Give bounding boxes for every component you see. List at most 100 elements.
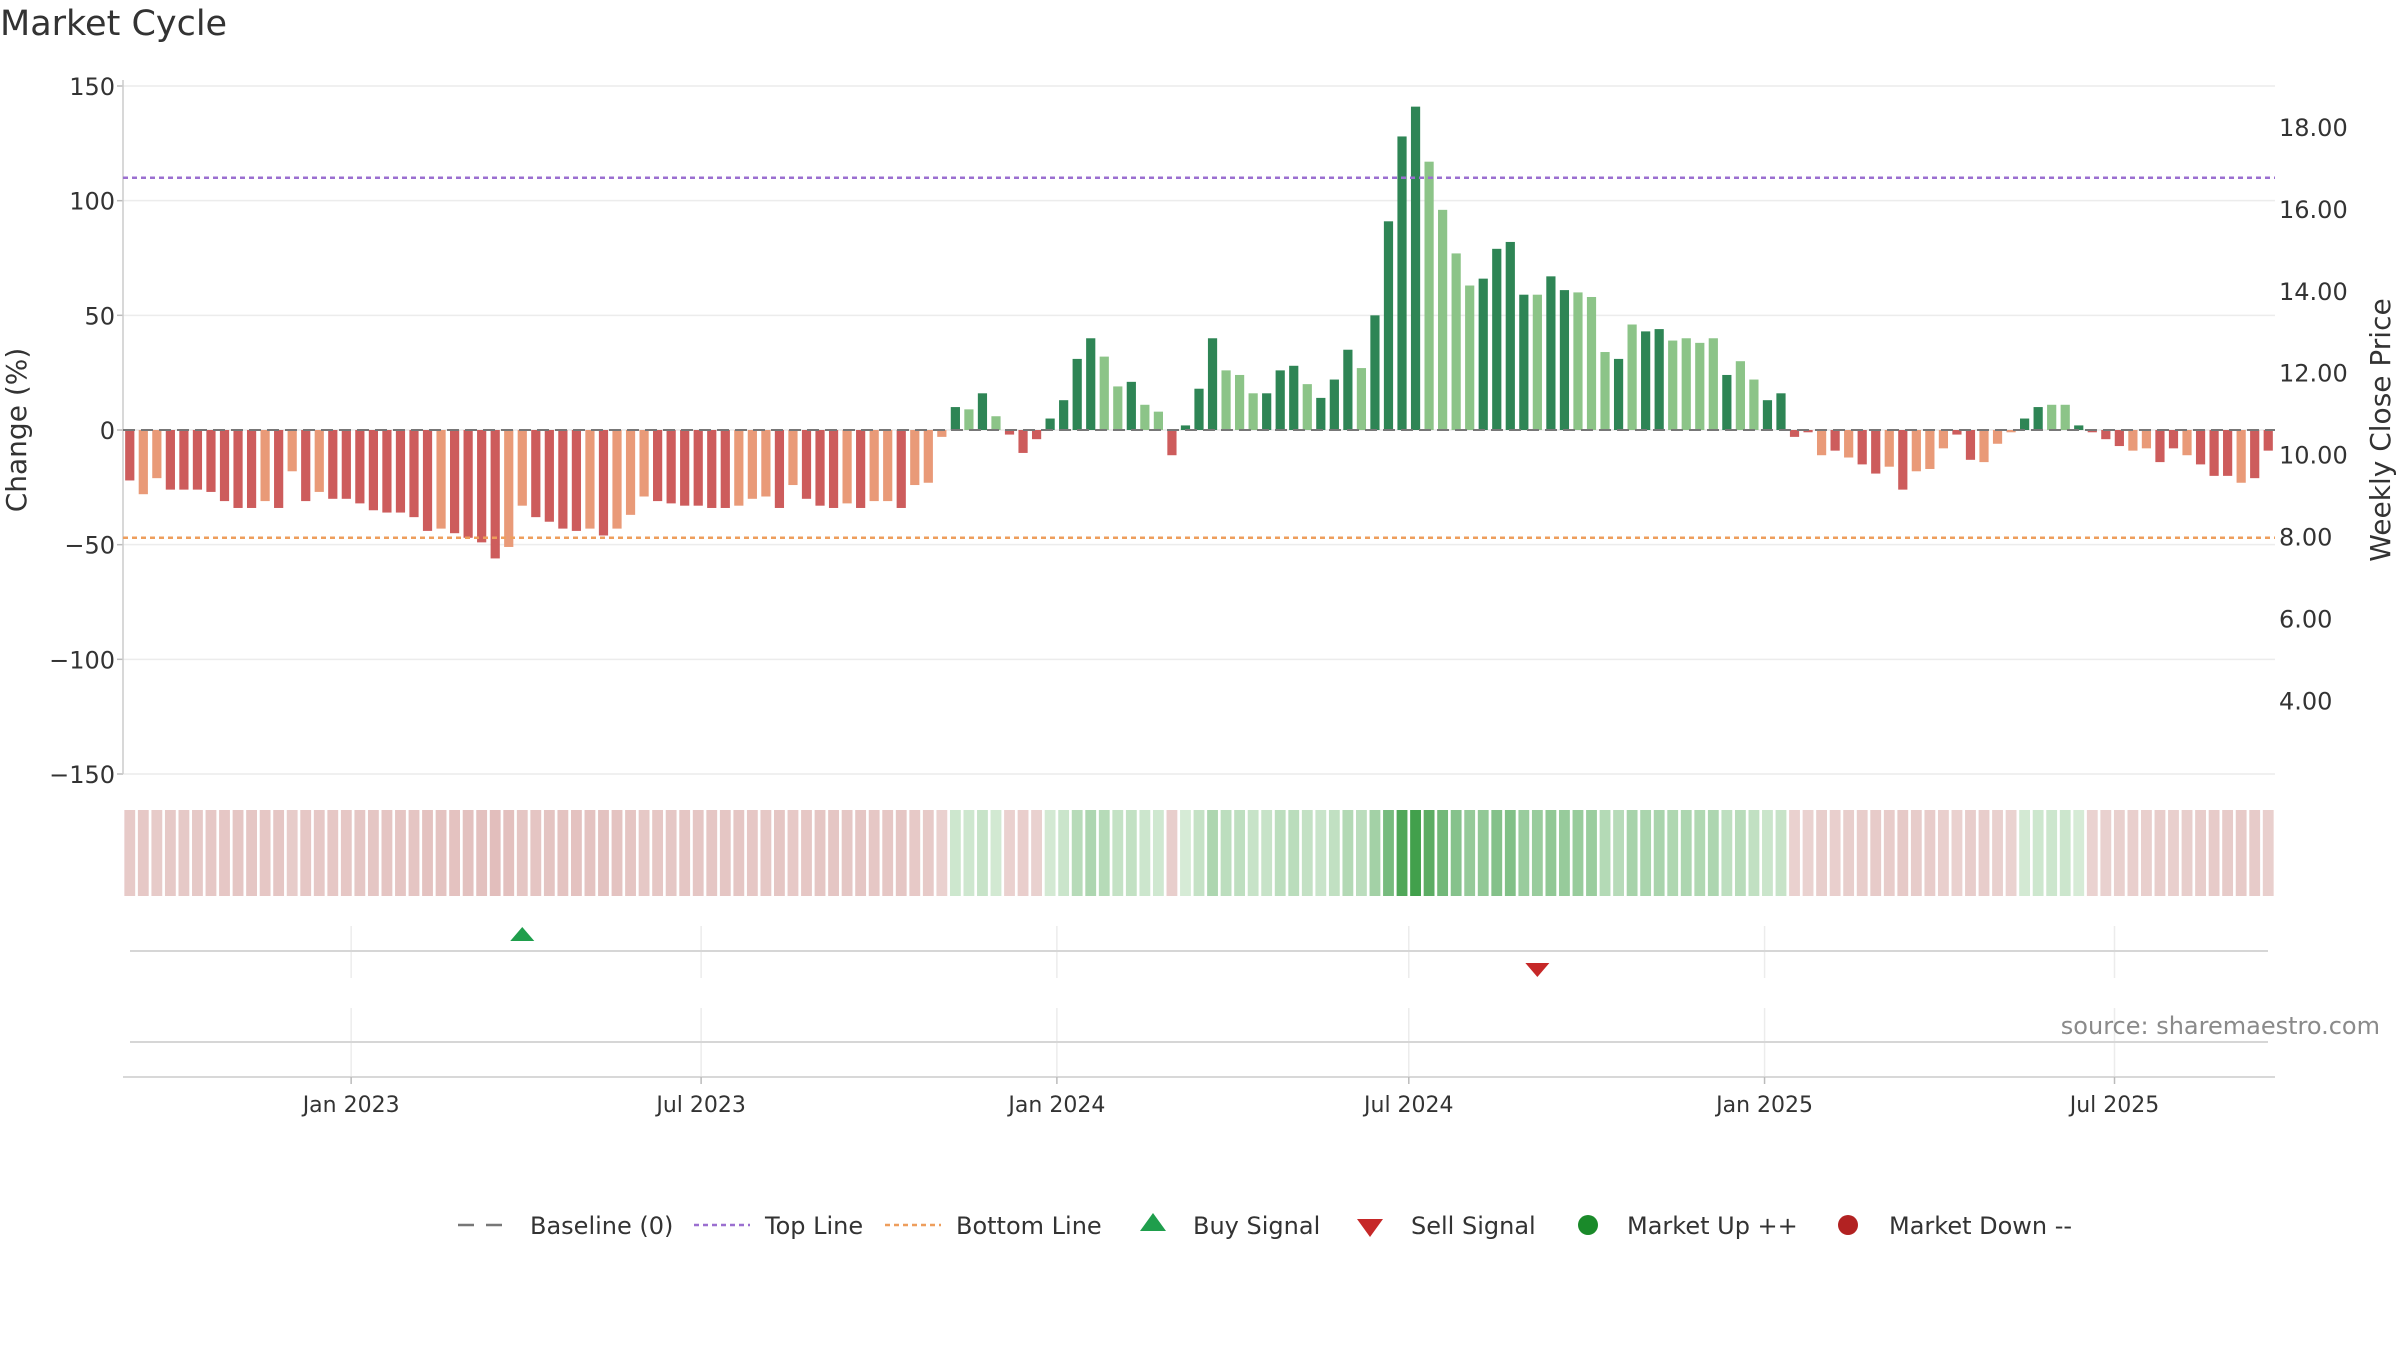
heat-cell [1586, 810, 1597, 896]
bar [761, 430, 771, 497]
bar [2074, 425, 2084, 430]
y2-tick-label: 10.00 [2279, 442, 2348, 470]
heat-cell [1437, 810, 1449, 896]
bar [1898, 430, 1908, 490]
heat-cell [1816, 810, 1828, 896]
heat-cell [1044, 810, 1056, 896]
bar [1816, 430, 1827, 456]
y-tick-label: 0 [100, 417, 115, 445]
bar [1059, 400, 1069, 430]
bar [2141, 430, 2152, 449]
heat-cell [936, 810, 948, 896]
bar [1627, 324, 1637, 430]
heat-cell [1085, 810, 1097, 896]
bar [639, 430, 649, 497]
heat-cell [1491, 810, 1503, 896]
heat-cell [489, 810, 501, 896]
bar [653, 430, 663, 502]
bar [477, 430, 487, 543]
heat-cell [855, 810, 867, 896]
bar [179, 430, 189, 490]
y2-tick-label: 4.00 [2279, 687, 2332, 715]
bar [2020, 418, 2030, 430]
bar [856, 430, 866, 508]
heat-cell [2168, 810, 2179, 896]
heat-cell [963, 810, 975, 896]
bar [246, 430, 257, 508]
bar [422, 430, 433, 531]
heat-cell [1883, 810, 1895, 896]
heat-cell [746, 810, 758, 896]
heat-cell [1180, 810, 1191, 896]
heat-cell [1071, 810, 1083, 896]
bar [1451, 253, 1461, 430]
bar [1532, 294, 1542, 430]
heat-cell [1207, 810, 1218, 896]
bar [964, 409, 974, 430]
heat-cell [1613, 810, 1624, 896]
bar [625, 430, 636, 515]
bar [1343, 349, 1353, 430]
bar [1356, 368, 1367, 430]
legend-label: Baseline (0) [530, 1212, 673, 1240]
heat-cell [611, 810, 623, 896]
heat-cell [1992, 810, 2003, 896]
heat-cell [1125, 810, 1137, 896]
heat-cell [828, 810, 839, 896]
heat-cell [1626, 810, 1638, 896]
bar [977, 393, 988, 430]
bar [1695, 342, 1705, 430]
heat-cell [570, 810, 582, 896]
bar [923, 430, 933, 483]
bar [125, 430, 135, 481]
bar [301, 430, 311, 502]
heat-cell [719, 810, 731, 896]
heat-cell [2154, 810, 2166, 896]
heat-cell [1531, 810, 1543, 896]
y2-tick-label: 14.00 [2279, 278, 2348, 306]
heat-cell [868, 810, 880, 896]
y2-tick-label: 6.00 [2279, 605, 2332, 633]
heat-cell [2046, 810, 2058, 896]
bar [1708, 338, 1718, 430]
bar [1072, 358, 1082, 430]
heat-cell [990, 810, 1002, 896]
heat-cell [246, 810, 257, 896]
bar [2128, 430, 2138, 451]
bar [395, 430, 406, 513]
bar [1478, 278, 1488, 430]
source-label: source: sharemaestro.com [2060, 1012, 2380, 1040]
heat-cell [381, 810, 393, 896]
bar [2006, 430, 2016, 433]
bar [1018, 430, 1028, 453]
heat-cell [2059, 810, 2071, 896]
heat-cell [1856, 810, 1868, 896]
y2-tick-label: 18.00 [2279, 114, 2348, 142]
bar [1952, 430, 1962, 435]
legend-label: Market Up ++ [1627, 1212, 1798, 1240]
bar [1722, 374, 1732, 430]
heat-cell [1734, 810, 1746, 896]
heat-cell [408, 810, 420, 896]
heat-cell [882, 810, 894, 896]
x-tick-label: Jul 2025 [2068, 1093, 2160, 1118]
y-tick-label: −50 [64, 532, 115, 560]
heat-cell [530, 810, 542, 896]
heat-cell [1301, 810, 1313, 896]
y2-tick-label: 12.00 [2279, 360, 2348, 388]
bar [1546, 276, 1556, 430]
heat-cell [1342, 810, 1354, 896]
bar [1383, 221, 1394, 430]
heat-cell [1193, 810, 1205, 896]
heat-cell [1369, 810, 1381, 896]
heat-cell [1112, 810, 1124, 896]
bar [1911, 430, 1921, 472]
bar [1938, 430, 1949, 449]
heat-cell [1897, 810, 1909, 896]
heat-cell [2208, 810, 2220, 896]
bar [1776, 393, 1786, 430]
legend-label: Sell Signal [1411, 1212, 1536, 1240]
heat-cell [1694, 810, 1706, 896]
